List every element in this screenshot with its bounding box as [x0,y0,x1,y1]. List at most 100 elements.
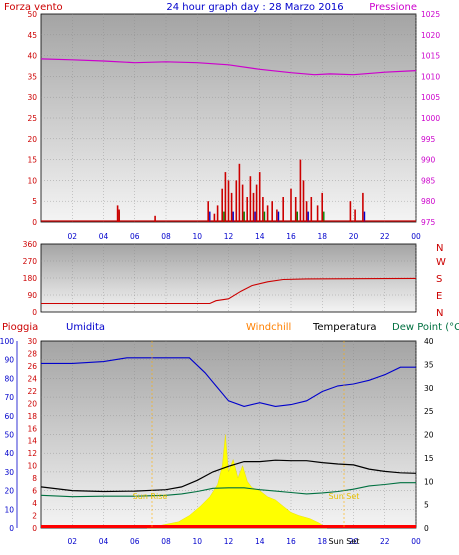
x-tick-label: 06 [130,537,140,546]
rain-tick-label: 8 [32,474,37,483]
rain-baseline [41,525,416,528]
sunrise-annotation: Sun Rise [133,492,168,501]
temperature-label: Temperatura [312,322,377,333]
wind-tick-label: 0 [32,218,37,227]
pressure-tick-label: 1010 [421,72,440,81]
gust-bar [263,211,266,222]
humidity-tick-label: 20 [4,487,14,496]
rain-tick-label: 4 [32,499,37,508]
humidity-tick-label: 0 [9,524,14,533]
pressure-label: Pressione [369,2,417,13]
wind-tick-label: 5 [32,197,37,206]
x-tick-label: 22 [380,232,390,241]
wind-pressure-grid [41,14,417,222]
pressure-axis-ticks: 975 980 985 990 995 1000 1005 1010 1015 1020 1025 [421,10,440,227]
wind-bar [290,188,292,222]
wind-bar [271,201,273,222]
x-tick-label: 10 [192,232,202,241]
solar-area [147,434,328,529]
humidity-tick-label: 90 [4,356,14,365]
gust-bar [277,211,280,222]
x-tick-label: 10 [192,537,202,546]
sunset-axis-annotation: Sun Set [329,537,360,546]
gust-bar [209,211,211,222]
pressure-tick-label: 1020 [421,31,440,40]
x-tick-label: 00 [411,537,421,546]
humidity-label: Umidita [66,322,105,333]
x-tick-label: 08 [161,537,171,546]
wind-bar [354,209,356,222]
x-tick-label: 12 [224,537,234,546]
temperature-line [40,459,417,493]
pressure-tick-label: 1000 [421,114,440,123]
wind-bar [258,172,261,222]
wind-bar [252,192,255,222]
humidity-tick-label: 30 [4,468,14,477]
x-tick-label: 22 [380,537,390,546]
wind-bar [299,159,302,222]
compass-w: W [436,257,446,268]
wind-force-label: Forza vento [4,2,63,13]
wind-pressure-x-ticks: 02 04 06 08 10 12 14 16 18 20 22 00 [67,232,421,241]
wind-bar [227,180,230,222]
rain-tick-label: 2 [32,512,37,521]
wind-bar [266,205,269,222]
wind-bar [294,197,297,222]
graph-title: 24 hour graph day : 28 Marzo 2016 [166,2,343,13]
wind-bar [235,180,238,222]
wind-tick-label: 25 [27,114,37,123]
wind-bar [249,176,252,222]
gust-bar [296,211,298,222]
wind-tick-label: 40 [27,52,37,61]
pressure-tick-label: 985 [421,176,436,185]
wind-tick-label: 15 [27,156,37,165]
gust-bar [363,211,366,222]
temperature-grid [41,341,417,528]
x-tick-label: 08 [161,232,171,241]
rain-tick-label: 22 [27,387,37,396]
wind-bar [282,197,284,222]
wind-bars [41,159,416,222]
x-tick-label: 18 [317,232,327,241]
wind-bar [154,215,156,222]
humidity-tick-label: 60 [4,412,14,421]
wind-axis-ticks: 0 5 10 15 20 25 30 35 40 45 50 [27,10,37,227]
wind-bar [116,205,119,222]
x-tick-label: 12 [224,232,234,241]
wind-tick-label: 50 [27,10,37,19]
wind-bar [238,163,241,222]
wind-bar [118,209,120,222]
temperature-axis-ticks: 0 5 10 15 20 25 30 35 40 [424,337,434,533]
x-tick-label: 16 [286,537,296,546]
gust-bar [323,211,325,222]
x-tick-label: 18 [317,537,327,546]
x-tick-label: 06 [130,232,140,241]
direction-tick-label: 270 [23,257,38,266]
wind-tick-label: 10 [27,176,37,185]
wind-direction-grid [41,244,417,312]
rain-tick-label: 18 [27,412,37,421]
direction-tick-label: 180 [23,274,38,283]
pressure-tick-label: 995 [421,135,436,144]
wind-bar [241,184,244,222]
wind-tick-label: 20 [27,135,37,144]
wind-bar [213,213,216,222]
compass-n-bottom: N [436,308,443,319]
wind-bar [221,188,223,222]
compass-e: E [436,291,442,302]
sunset-annotation: Sun Set [329,492,360,501]
wind-tick-label: 45 [27,31,37,40]
direction-tick-label: 360 [23,240,38,249]
x-tick-label: 20 [349,232,359,241]
temperature-x-ticks: 02 04 06 08 10 12 14 16 18 20 22 00 [67,537,421,546]
wind-bar [362,192,364,222]
pressure-line [40,58,417,76]
wind-bar [207,201,209,222]
x-tick-label: 04 [99,537,109,546]
gust-bar [223,211,225,222]
x-tick-label: 14 [255,537,265,546]
compass-s: S [436,274,442,285]
wind-bar [316,205,319,222]
